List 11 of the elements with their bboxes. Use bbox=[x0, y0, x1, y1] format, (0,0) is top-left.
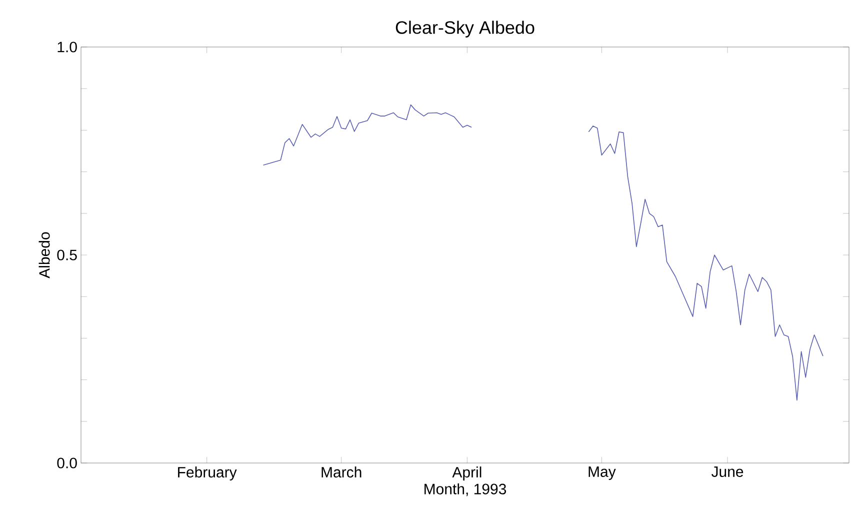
y-tick-label: 0.5 bbox=[57, 250, 77, 260]
x-tick-label: May bbox=[588, 466, 616, 480]
chart-title: Clear-Sky Albedo bbox=[396, 20, 534, 38]
y-tick-label: 0.0 bbox=[57, 458, 77, 468]
x-tick-label: April bbox=[452, 466, 482, 480]
x-tick-label: June bbox=[711, 466, 744, 477]
x-axis-title: Month, 1993 bbox=[424, 483, 506, 496]
x-tick-label: February bbox=[178, 466, 237, 480]
y-axis-title: Albedo bbox=[38, 232, 50, 278]
x-tick-label: March bbox=[322, 466, 362, 478]
y-tick-label: 1.0 bbox=[58, 42, 77, 52]
